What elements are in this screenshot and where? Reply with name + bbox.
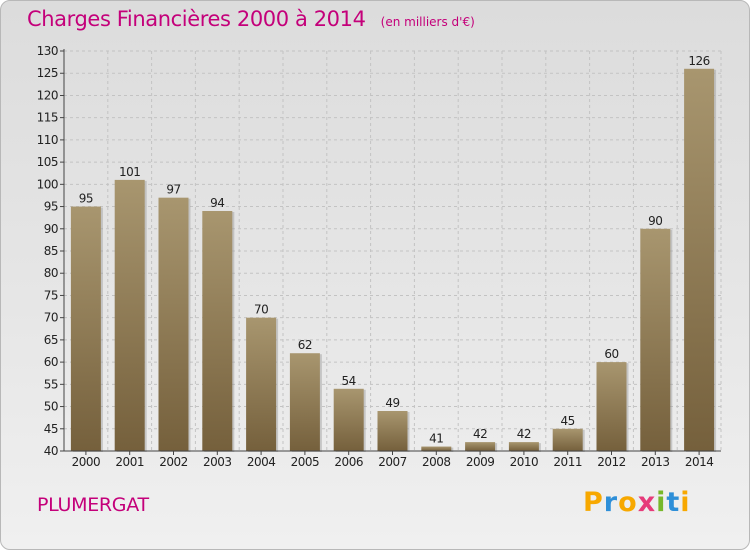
- x-tick-label: 2014: [685, 455, 714, 469]
- bar: [684, 68, 715, 452]
- bar: [377, 411, 408, 451]
- y-tick-label: 120: [37, 88, 58, 102]
- y-tick-label: 80: [44, 266, 58, 280]
- y-tick-label: 45: [44, 422, 58, 436]
- bar: [158, 197, 189, 451]
- data-label: 54: [342, 374, 356, 388]
- logo-letter: P: [583, 487, 604, 518]
- y-tick-label: 95: [44, 200, 58, 214]
- proxiti-logo: Proxiti: [583, 487, 691, 518]
- bar: [246, 317, 277, 451]
- bar: [640, 228, 671, 451]
- data-label: 97: [166, 183, 180, 197]
- x-tick-label: 2011: [553, 455, 582, 469]
- chart-title: Charges Financières 2000 à 2014 (en mill…: [27, 7, 475, 31]
- x-tick-label: 2007: [378, 455, 407, 469]
- bar: [289, 353, 320, 451]
- logo-letter: t: [666, 487, 681, 518]
- data-label: 70: [254, 303, 268, 317]
- x-tick-label: 2001: [115, 455, 144, 469]
- data-label: 42: [473, 427, 487, 441]
- data-label: 41: [429, 432, 443, 446]
- logo-letter: r: [603, 487, 619, 518]
- x-tick-label: 2004: [247, 455, 276, 469]
- x-tick-label: 2003: [203, 455, 232, 469]
- axes: 40 45 50 55 60 65 70 75 80 85 90 95 100 105 110 115 120 1…: [37, 44, 721, 469]
- data-label: 62: [298, 338, 312, 352]
- logo-letter: i: [656, 487, 667, 518]
- bar: [333, 388, 364, 451]
- bar: [114, 179, 145, 451]
- logo-letter: i: [680, 487, 691, 518]
- x-tick-label: 2000: [72, 455, 101, 469]
- y-tick-label: 125: [37, 66, 58, 80]
- y-tick-label: 60: [44, 355, 58, 369]
- bar: [465, 442, 496, 451]
- data-label: 42: [517, 427, 531, 441]
- bar: [596, 362, 627, 451]
- bar: [552, 428, 583, 451]
- x-tick-label: 2008: [422, 455, 451, 469]
- bar: [508, 442, 539, 451]
- y-tick-label: 130: [37, 44, 58, 58]
- x-tick-label: 2002: [159, 455, 188, 469]
- title-subtitle: (en milliers d'€): [380, 15, 475, 29]
- y-tick-label: 85: [44, 244, 58, 258]
- bars: [70, 68, 717, 453]
- title-main: Charges Financières 2000 à 2014: [27, 7, 366, 31]
- logo-letter: o: [618, 487, 638, 518]
- data-label: 45: [561, 414, 575, 428]
- y-tick-label: 70: [44, 311, 58, 325]
- x-tick-label: 2010: [510, 455, 539, 469]
- bar: [202, 211, 233, 451]
- y-tick-label: 90: [44, 222, 58, 236]
- bar: [70, 206, 101, 451]
- city-name: PLUMERGAT: [37, 494, 149, 516]
- y-tick-label: 100: [37, 177, 58, 191]
- bar: [421, 446, 452, 451]
- data-label: 95: [79, 192, 93, 206]
- x-tick-label: 2005: [291, 455, 320, 469]
- y-tick-label: 110: [37, 133, 58, 147]
- y-tick-label: 65: [44, 333, 58, 347]
- data-labels: 95 101 97 94 70 62 54 49 41 42 42 45 60 90 126: [79, 54, 711, 446]
- data-label: 60: [604, 347, 618, 361]
- data-label: 94: [210, 196, 224, 210]
- x-tick-label: 2006: [334, 455, 363, 469]
- y-tick-label: 55: [44, 377, 58, 391]
- y-tick-label: 50: [44, 400, 58, 414]
- logo-letter: x: [637, 487, 657, 518]
- data-label: 126: [688, 54, 709, 68]
- y-tick-label: 115: [37, 111, 58, 125]
- y-tick-label: 105: [37, 155, 58, 169]
- y-tick-label: 75: [44, 288, 58, 302]
- data-label: 90: [648, 214, 662, 228]
- y-tick-label: 40: [44, 444, 58, 458]
- data-label: 49: [385, 396, 399, 410]
- x-tick-label: 2012: [597, 455, 626, 469]
- x-tick-label: 2013: [641, 455, 670, 469]
- x-tick-label: 2009: [466, 455, 495, 469]
- data-label: 101: [119, 165, 140, 179]
